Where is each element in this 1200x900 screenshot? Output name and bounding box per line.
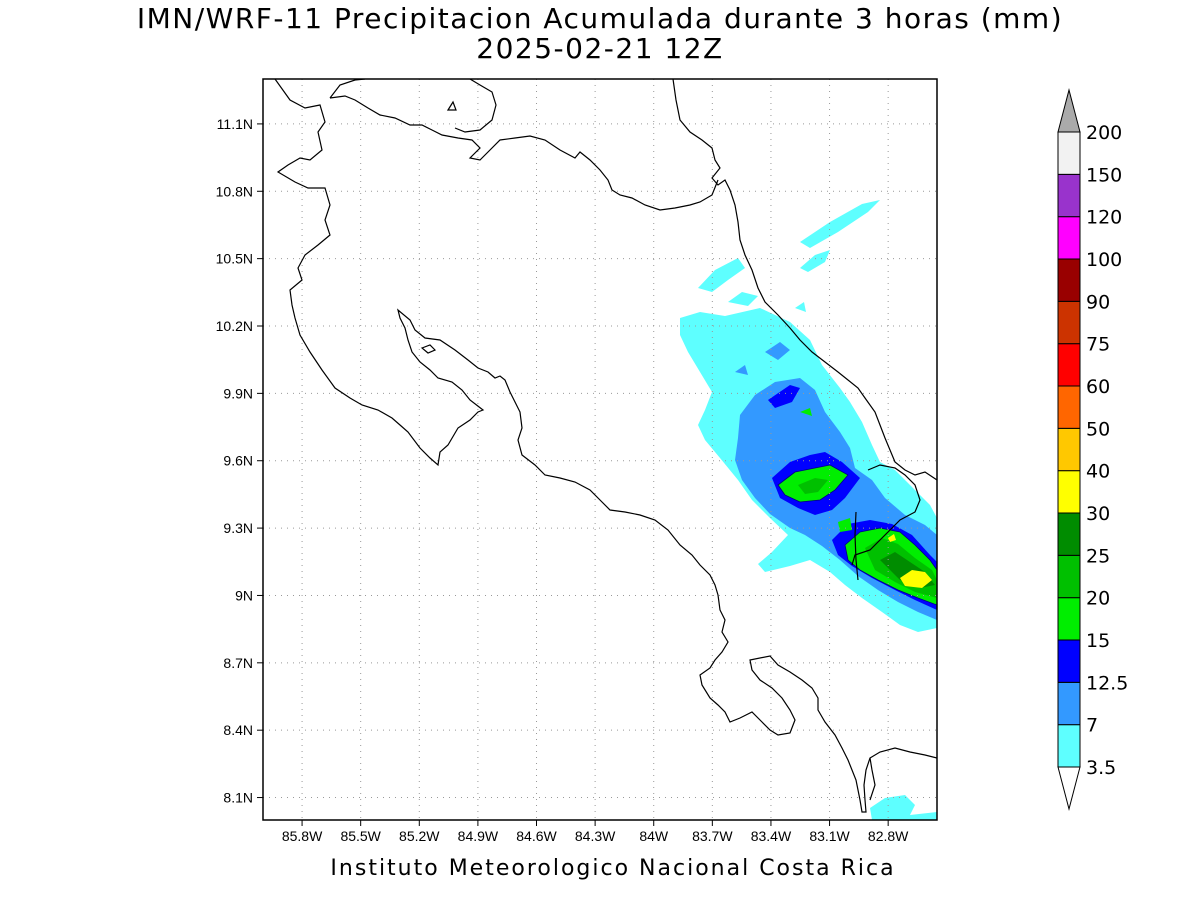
colorbar-segment <box>1057 639 1081 683</box>
colorbar-segment <box>1057 681 1081 726</box>
colorbar-level-label: 3.5 <box>1086 757 1116 779</box>
lon-tick-label: 83.1W <box>809 828 850 844</box>
longitude-axis: 85.8W 85.5W 85.2W 84.9W 84.6W 84.3W 84W 83.7W 83… <box>282 820 909 844</box>
colorbar-level-label: 200 <box>1086 122 1122 144</box>
northern-border-coast <box>274 79 937 813</box>
lat-tick-label: 9.3N <box>223 520 253 536</box>
precip-band-30-40 <box>900 570 932 588</box>
colorbar-level-label: 15 <box>1086 630 1110 652</box>
precip-spot-yellow <box>888 534 896 542</box>
footer-credit: Instituto Meteorologico Nacional Costa R… <box>330 856 896 881</box>
colorbar-max-arrow <box>1057 88 1081 133</box>
colorbar-level-label: 75 <box>1086 334 1110 356</box>
colorbar-level-label: 25 <box>1086 545 1110 567</box>
colorbar-level-label: 12.5 <box>1086 672 1128 694</box>
lat-tick-label: 10.8N <box>216 183 253 199</box>
colorbar-level-label: 90 <box>1086 291 1110 313</box>
map-grid <box>263 79 937 820</box>
colorbar-segment <box>1057 216 1081 260</box>
precip-spot-green-1 <box>800 408 812 416</box>
colorbar-segment <box>1057 470 1081 514</box>
colorbar: 3.5 7 12.5 15 20 25 30 40 50 60 75 90 100 120 150 200 <box>1057 88 1128 811</box>
lat-tick-label: 9.9N <box>223 385 253 401</box>
colorbar-segment <box>1057 512 1081 556</box>
colorbar-segment <box>1057 427 1081 472</box>
lake-shore <box>329 95 719 211</box>
lat-tick-label: 10.5N <box>216 251 253 267</box>
colorbar-segment <box>1057 385 1081 429</box>
colorbar-segment <box>1057 597 1081 641</box>
colorbar-level-label: 60 <box>1086 376 1110 398</box>
lon-tick-label: 85.5W <box>340 828 381 844</box>
colorbar-segment <box>1057 300 1081 345</box>
osa-coast <box>869 757 876 801</box>
lat-tick-label: 9.6N <box>223 453 253 469</box>
lat-tick-label: 11.1N <box>217 116 253 132</box>
lake-upper <box>329 79 366 99</box>
colorbar-level-label: 30 <box>1086 503 1110 525</box>
precip-streak-2 <box>728 292 758 306</box>
lon-tick-label: 84.3W <box>575 828 616 844</box>
precip-streak-4 <box>800 250 830 272</box>
lat-tick-label: 9N <box>235 587 253 603</box>
lon-tick-label: 83.4W <box>751 828 792 844</box>
colorbar-level-label: 100 <box>1086 249 1122 271</box>
lat-tick-label: 10.2N <box>216 318 253 334</box>
colorbar-segment <box>1057 343 1081 387</box>
lon-tick-label: 83.7W <box>692 828 733 844</box>
map-date: 2025-02-21 12Z <box>476 32 724 65</box>
lat-tick-label: 8.1N <box>223 790 253 806</box>
map-frame <box>262 78 938 821</box>
precip-blob-south <box>870 795 937 820</box>
colorbar-segment <box>1057 724 1081 768</box>
lon-tick-label: 84.6W <box>516 828 557 844</box>
precip-streak-5 <box>795 302 806 312</box>
lake-nicaragua-edge <box>454 79 497 133</box>
precip-band-20-25 <box>798 478 828 494</box>
panama-border <box>851 464 921 566</box>
colorbar-segment <box>1057 554 1081 599</box>
precip-spot-blue-2 <box>735 365 748 375</box>
colorbar-level-label: 120 <box>1086 207 1122 229</box>
colorbar-segment <box>1057 173 1081 218</box>
precip-streak-3 <box>800 200 880 248</box>
lon-tick-label: 85.2W <box>399 828 440 844</box>
coastline <box>274 79 937 813</box>
colorbar-segment <box>1057 258 1081 302</box>
small-island <box>446 100 457 111</box>
panama-border-2 <box>854 511 859 581</box>
lon-tick-label: 84.9W <box>458 828 499 844</box>
precipitation-shading <box>680 200 937 820</box>
lat-tick-label: 8.4N <box>223 722 253 738</box>
precip-spot-green-2 <box>838 518 852 532</box>
caribbean-coast <box>672 79 937 481</box>
lon-tick-label: 85.8W <box>282 828 323 844</box>
lat-tick-label: 8.7N <box>223 655 253 671</box>
precip-band-12p5-15 <box>768 385 800 408</box>
precip-streak-1 <box>698 258 745 292</box>
lon-tick-label: 82.8W <box>868 828 909 844</box>
colorbar-min-arrow <box>1057 766 1081 811</box>
island <box>420 344 437 354</box>
colorbar-level-label: 7 <box>1086 715 1098 737</box>
latitude-axis: 11.1N 10.8N 10.5N 10.2N 9.9N 9.6N 9.3N 9N 8.7N 8.… <box>216 116 263 806</box>
colorbar-level-label: 40 <box>1086 461 1110 483</box>
colorbar-level-label: 50 <box>1086 418 1110 440</box>
colorbar-level-label: 150 <box>1086 164 1122 186</box>
colorbar-segment <box>1057 131 1081 175</box>
lon-tick-label: 84W <box>639 828 669 844</box>
colorbar-level-label: 20 <box>1086 588 1110 610</box>
map-title: IMN/WRF-11 Precipitacion Acumulada duran… <box>136 2 1064 35</box>
